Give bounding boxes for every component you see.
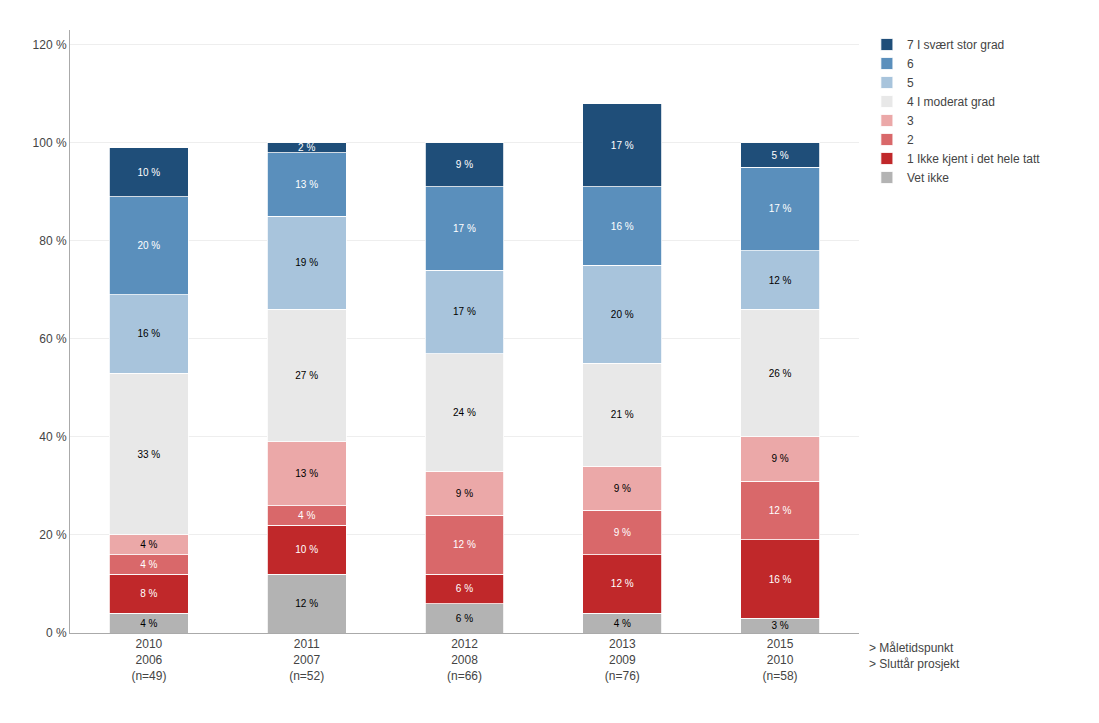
svg-text:8 %: 8 % xyxy=(140,588,157,599)
svg-text:4 %: 4 % xyxy=(140,618,157,629)
svg-text:13 %: 13 % xyxy=(295,468,318,479)
svg-text:6: 6 xyxy=(907,57,914,71)
svg-text:12 %: 12 % xyxy=(611,578,634,589)
svg-text:17 %: 17 % xyxy=(453,306,476,317)
svg-text:13 %: 13 % xyxy=(295,179,318,190)
svg-text:3 %: 3 % xyxy=(771,620,788,631)
svg-text:40 %: 40 % xyxy=(39,430,67,444)
svg-text:19 %: 19 % xyxy=(295,257,318,268)
svg-text:20152010(n=58): 20152010(n=58) xyxy=(763,637,798,682)
svg-text:7 I svært stor grad: 7 I svært stor grad xyxy=(907,38,1004,52)
svg-text:27 %: 27 % xyxy=(295,370,318,381)
svg-text:20132009(n=76): 20132009(n=76) xyxy=(605,637,640,682)
svg-text:20 %: 20 % xyxy=(137,240,160,251)
svg-text:20122008(n=66): 20122008(n=66) xyxy=(447,637,482,682)
svg-text:33 %: 33 % xyxy=(137,449,160,460)
svg-text:80 %: 80 % xyxy=(39,234,67,248)
svg-text:9 %: 9 % xyxy=(614,527,631,538)
svg-text:4 I moderat grad: 4 I moderat grad xyxy=(907,95,995,109)
svg-text:1 Ikke kjent i det hele tatt: 1 Ikke kjent i det hele tatt xyxy=(907,152,1040,166)
svg-text:16 %: 16 % xyxy=(769,574,792,585)
svg-text:2: 2 xyxy=(907,133,914,147)
svg-text:> Måletidspunkt> Sluttår prosj: > Måletidspunkt> Sluttår prosjekt xyxy=(869,641,960,671)
svg-text:9 %: 9 % xyxy=(456,159,473,170)
svg-text:12 %: 12 % xyxy=(453,539,476,550)
svg-text:6 %: 6 % xyxy=(456,583,473,594)
svg-text:20 %: 20 % xyxy=(611,309,634,320)
svg-text:17 %: 17 % xyxy=(769,203,792,214)
svg-text:12 %: 12 % xyxy=(769,275,792,286)
svg-text:17 %: 17 % xyxy=(611,140,634,151)
svg-text:20102006(n=49): 20102006(n=49) xyxy=(131,637,166,682)
svg-text:20 %: 20 % xyxy=(39,528,67,542)
svg-text:5 %: 5 % xyxy=(771,150,788,161)
svg-text:17 %: 17 % xyxy=(453,223,476,234)
svg-text:100 %: 100 % xyxy=(33,136,67,150)
svg-text:10 %: 10 % xyxy=(137,167,160,178)
svg-text:4 %: 4 % xyxy=(140,539,157,550)
svg-text:26 %: 26 % xyxy=(769,368,792,379)
svg-text:21 %: 21 % xyxy=(611,409,634,420)
svg-text:9 %: 9 % xyxy=(771,453,788,464)
svg-text:5: 5 xyxy=(907,76,914,90)
svg-text:4 %: 4 % xyxy=(298,510,315,521)
svg-text:4 %: 4 % xyxy=(140,559,157,570)
svg-text:10 %: 10 % xyxy=(295,544,318,555)
svg-text:12 %: 12 % xyxy=(295,598,318,609)
svg-text:0 %: 0 % xyxy=(46,626,67,640)
svg-text:20112007(n=52): 20112007(n=52) xyxy=(289,637,324,682)
svg-text:6 %: 6 % xyxy=(456,613,473,624)
svg-text:4 %: 4 % xyxy=(614,618,631,629)
svg-text:16 %: 16 % xyxy=(611,221,634,232)
svg-text:120 %: 120 % xyxy=(33,38,67,52)
svg-text:9 %: 9 % xyxy=(456,488,473,499)
svg-text:60 %: 60 % xyxy=(39,332,67,346)
svg-text:9 %: 9 % xyxy=(614,483,631,494)
svg-text:16 %: 16 % xyxy=(137,328,160,339)
svg-text:24 %: 24 % xyxy=(453,407,476,418)
svg-text:3: 3 xyxy=(907,114,914,128)
svg-text:12 %: 12 % xyxy=(769,505,792,516)
svg-text:2 %: 2 % xyxy=(298,142,315,153)
svg-text:Vet ikke: Vet ikke xyxy=(907,171,949,185)
